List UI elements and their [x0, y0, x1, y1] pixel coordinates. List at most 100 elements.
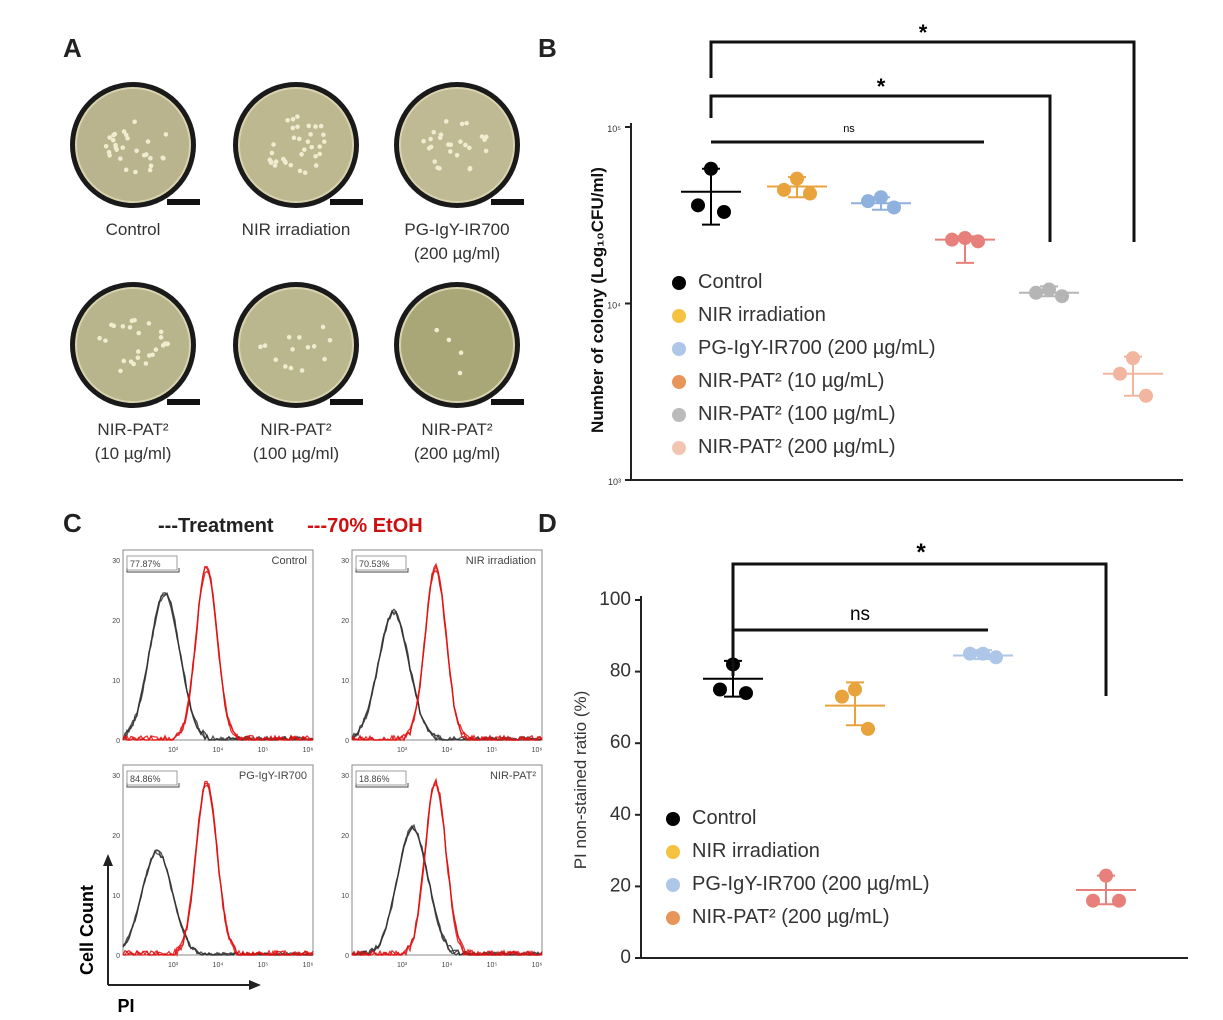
significance-label: ns [843, 123, 855, 135]
x-tick-label: 10⁴ [442, 747, 453, 754]
treatment-histogram [351, 608, 543, 742]
colony [464, 120, 469, 126]
data-point [717, 204, 731, 219]
data-point [958, 231, 972, 246]
x-tick-label: 10³ [168, 747, 179, 754]
colony [295, 124, 300, 130]
petri-plate-agar [76, 88, 190, 202]
legend-etoh: ---70% EtOH [307, 515, 423, 537]
etoh-histogram [122, 784, 313, 957]
plate-label-line2: (200 µg/ml) [413, 444, 501, 463]
colony [482, 137, 487, 143]
colony [291, 135, 297, 141]
colony [313, 163, 319, 168]
data-point [1086, 893, 1100, 908]
colony [143, 361, 149, 366]
x-tick-label: 10³ [397, 747, 408, 754]
colony [280, 156, 286, 162]
x-tick-label: 10⁴ [442, 962, 453, 969]
colony [103, 143, 109, 149]
legend-label: NIR-PAT² (10 µg/mL) [698, 370, 885, 392]
plate-label-line1: NIR-PAT² [97, 420, 169, 439]
x-tick-label: 10⁴ [213, 747, 224, 754]
colony [295, 114, 300, 119]
y-tick-label: 10⁵ [607, 124, 621, 134]
y-tick-label: 10 [112, 678, 120, 685]
y-arrow-head [103, 854, 113, 866]
y-tick-label: 10³ [608, 477, 621, 487]
colony [288, 162, 294, 168]
colony [454, 152, 460, 158]
gate-percentage: 70.53% [359, 559, 390, 569]
plate-label: NIR-PAT² (10 µg/ml) [53, 418, 213, 466]
colony [322, 356, 327, 362]
colony-count-chart: 10⁵ 10⁴ 10³ Number of colony (Log₁₀CFU/ml) *… [588, 20, 1183, 487]
x-tick-label: 10⁶ [303, 747, 314, 754]
data-point [704, 161, 718, 176]
y-tick-label: 30 [112, 558, 120, 565]
legend-entry: PG-IgY-IR700 (200 µg/mL) [666, 868, 930, 901]
colony [112, 131, 118, 137]
colony [483, 148, 489, 154]
y-tick-label: 30 [341, 558, 349, 565]
colony [309, 144, 315, 150]
legend-entry: NIR-PAT² (10 µg/mL) [672, 365, 936, 398]
data-point [1099, 868, 1113, 883]
histogram-title: Control [272, 555, 307, 567]
data-point [739, 686, 753, 701]
y-axis-label: PI non-stained ratio (%) [571, 691, 590, 870]
colony [107, 153, 112, 158]
treatment-histogram [351, 824, 543, 957]
colony [258, 344, 263, 350]
plate-label: NIR irradiation [216, 218, 376, 242]
colony [272, 163, 278, 168]
plate-label-line1: NIR-PAT² [421, 420, 493, 439]
significance-label: ns [850, 604, 870, 625]
data-point [790, 171, 804, 186]
colony-chart-legend: Control NIR irradiation PG-IgY-IR700 (200 … [672, 266, 936, 464]
colony [446, 142, 451, 147]
scale-bar [330, 199, 363, 205]
colony [435, 165, 440, 171]
pi-ratio-chart: 0 20 40 60 80 100 PI non-stained ratio (%) * ns [571, 539, 1188, 968]
colony [296, 136, 302, 142]
colony [311, 344, 317, 349]
colony [428, 144, 434, 150]
colony [290, 125, 296, 131]
data-point [691, 198, 705, 213]
legend-marker [672, 407, 686, 422]
colony [118, 368, 123, 374]
data-point [835, 689, 849, 704]
colony [120, 324, 126, 329]
colony [305, 139, 311, 144]
data-point [1139, 388, 1153, 403]
colony [97, 335, 102, 341]
y-tick-label: 20 [341, 618, 349, 625]
colony [129, 318, 135, 324]
data-point [963, 646, 977, 661]
colony [421, 138, 426, 144]
legend-label: NIR irradiation [692, 840, 820, 862]
plate-label-line1: NIR irradiation [241, 220, 351, 239]
plate-label: PG-IgY-IR700 (200 µg/ml) [377, 218, 537, 266]
colony [299, 152, 304, 157]
pi-chart-legend: Control NIR irradiation PG-IgY-IR700 (200 … [666, 802, 930, 934]
y-tick-label: 0 [620, 947, 631, 968]
colony [145, 139, 151, 144]
colony [317, 144, 323, 149]
y-tick-label: 80 [610, 661, 631, 682]
histogram-title: NIR-PAT² [490, 770, 536, 782]
colony [313, 153, 318, 159]
plate-label: Control [53, 218, 213, 242]
y-tick-label: 10⁴ [607, 301, 621, 311]
legend-label: NIR-PAT² (200 µg/mL) [692, 906, 890, 928]
data-point [989, 650, 1003, 665]
colony [467, 165, 473, 171]
flow-cytometry-figure: 0 10 20 30 10³ 10⁴ 10⁵ 10⁶ Control 77.87% 0 10 20 30 1… [77, 549, 543, 1016]
histogram-title: NIR irradiation [466, 555, 536, 567]
x-arrow-head [249, 980, 261, 990]
colony [286, 334, 292, 340]
y-tick-label: 40 [610, 804, 631, 825]
x-tick-label: 10⁵ [487, 962, 498, 969]
panel-letter-c: C [63, 508, 82, 538]
